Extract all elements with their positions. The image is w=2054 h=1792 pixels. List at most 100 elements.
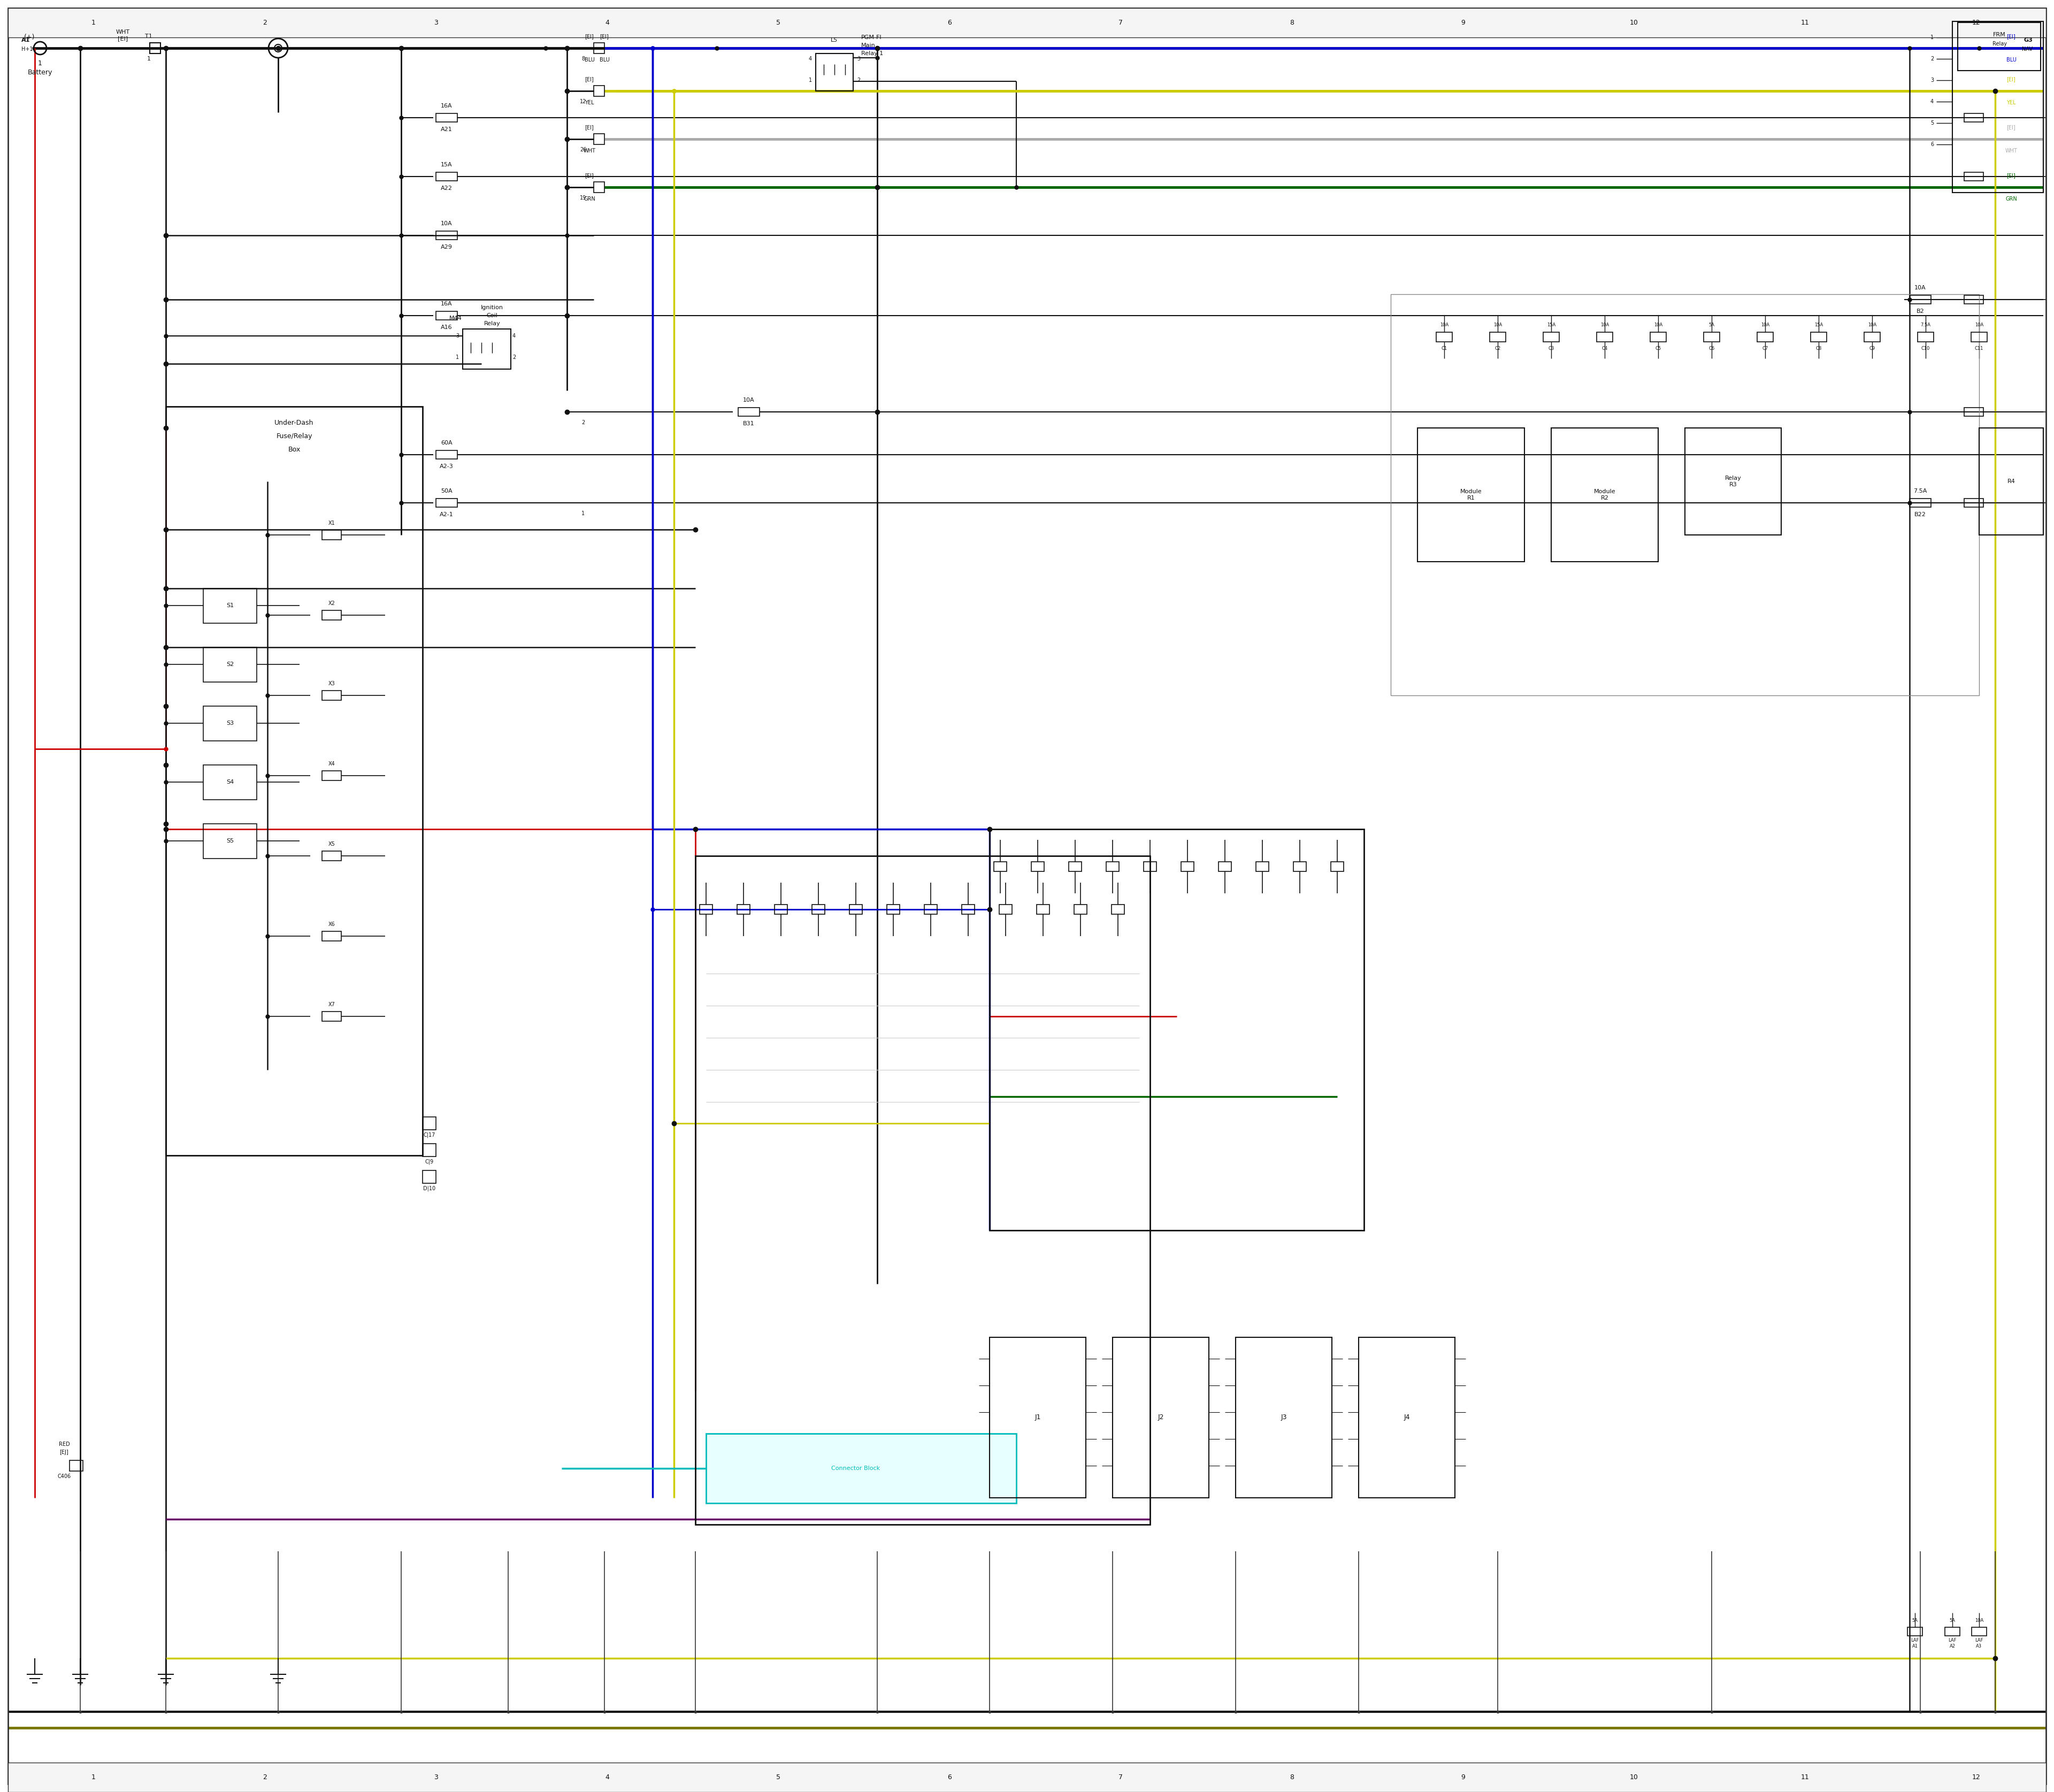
Bar: [1113, 1337, 1210, 1498]
Text: X1: X1: [329, 520, 335, 525]
Text: [EI]: [EI]: [585, 34, 594, 39]
Text: 2: 2: [857, 77, 861, 82]
Text: J4: J4: [1403, 1414, 1409, 1421]
Bar: [990, 1337, 1087, 1498]
Bar: [1068, 862, 1082, 871]
Bar: [887, 905, 900, 914]
Bar: [166, 407, 423, 1156]
Bar: [203, 588, 257, 624]
Bar: [423, 1143, 435, 1156]
Bar: [924, 905, 937, 914]
Text: C2: C2: [1495, 346, 1501, 351]
Bar: [435, 498, 458, 507]
Text: 6: 6: [1931, 142, 1933, 147]
Text: R4: R4: [2007, 478, 2015, 484]
Bar: [1908, 1627, 1923, 1636]
Text: 1: 1: [92, 20, 97, 25]
Text: A22: A22: [442, 186, 452, 192]
Text: LAF
A2: LAF A2: [1949, 1638, 1957, 1649]
Bar: [1964, 407, 1984, 416]
Bar: [998, 905, 1013, 914]
Bar: [1964, 172, 1984, 181]
Text: [EI]: [EI]: [585, 125, 594, 131]
Text: 3: 3: [857, 56, 861, 61]
Bar: [1957, 23, 2040, 70]
Text: 10: 10: [1631, 1774, 1639, 1781]
Bar: [990, 830, 1364, 1231]
Bar: [203, 706, 257, 740]
Text: 8: 8: [581, 56, 585, 61]
Text: WHT: WHT: [583, 149, 596, 154]
Text: YEL: YEL: [585, 100, 594, 106]
Text: [EI]: [EI]: [585, 172, 594, 177]
Text: 12: 12: [579, 99, 585, 104]
Bar: [1031, 862, 1043, 871]
Text: B22: B22: [1914, 513, 1927, 518]
Text: Relay 1: Relay 1: [861, 50, 883, 56]
Text: 11: 11: [1801, 20, 1810, 25]
Text: X5: X5: [329, 842, 335, 848]
Text: 10A: 10A: [1493, 323, 1501, 328]
Text: NAV: NAV: [2021, 47, 2033, 52]
Text: 10A: 10A: [1653, 323, 1662, 328]
Text: LAF
A3: LAF A3: [1976, 1638, 1984, 1649]
Text: 10: 10: [1631, 20, 1639, 25]
Text: 3: 3: [456, 333, 458, 339]
Text: C406: C406: [58, 1473, 72, 1478]
Bar: [1812, 332, 1826, 342]
Text: G3: G3: [2023, 38, 2033, 43]
Text: Relay
R3: Relay R3: [1725, 475, 1742, 487]
Text: 3: 3: [1931, 77, 1933, 82]
Bar: [1331, 862, 1343, 871]
Text: 6: 6: [947, 20, 951, 25]
Text: Module
R2: Module R2: [1594, 489, 1616, 500]
Text: 1: 1: [1931, 34, 1933, 39]
Text: A2-1: A2-1: [440, 513, 454, 518]
Bar: [1255, 862, 1269, 871]
Text: [EI]: [EI]: [600, 34, 608, 39]
Text: Ignition: Ignition: [481, 305, 503, 310]
Bar: [1294, 862, 1306, 871]
Bar: [1972, 1627, 1986, 1636]
Text: 4: 4: [606, 1774, 610, 1781]
Text: 4: 4: [511, 333, 516, 339]
Text: A2-3: A2-3: [440, 464, 454, 470]
Text: Coil: Coil: [487, 314, 497, 319]
Text: GRN: GRN: [583, 197, 596, 202]
Bar: [322, 1011, 341, 1021]
Bar: [700, 905, 713, 914]
Text: 7.5A: 7.5A: [1920, 323, 1931, 328]
Bar: [811, 905, 826, 914]
Text: B31: B31: [744, 421, 754, 426]
Text: D|10: D|10: [423, 1186, 435, 1192]
Text: 1: 1: [146, 56, 150, 61]
Text: X6: X6: [329, 921, 335, 926]
Bar: [1649, 332, 1666, 342]
Text: C11: C11: [1974, 346, 1984, 351]
Bar: [850, 905, 863, 914]
Text: 5A: 5A: [1949, 1618, 1955, 1624]
Bar: [8, 7, 2046, 38]
Text: C8: C8: [1816, 346, 1822, 351]
Text: 7: 7: [1119, 20, 1124, 25]
Text: YEL: YEL: [2007, 100, 2015, 106]
Bar: [1910, 498, 1931, 507]
Text: S4: S4: [226, 780, 234, 785]
Text: C6: C6: [1709, 346, 1715, 351]
Text: X4: X4: [329, 762, 335, 767]
Bar: [1910, 296, 1931, 305]
Text: A21: A21: [442, 127, 452, 133]
Text: 3: 3: [433, 1774, 438, 1781]
Text: 10A: 10A: [1867, 323, 1877, 328]
Text: [EI]: [EI]: [2007, 34, 2015, 39]
Text: C3: C3: [1549, 346, 1555, 351]
Bar: [8, 1763, 2046, 1792]
Text: X2: X2: [329, 600, 335, 606]
Bar: [1181, 862, 1193, 871]
Text: 2: 2: [581, 419, 585, 425]
Bar: [322, 611, 341, 620]
Text: BLU: BLU: [585, 57, 594, 63]
Text: J1: J1: [1035, 1414, 1041, 1421]
Bar: [594, 134, 604, 145]
Text: C|17: C|17: [423, 1133, 435, 1138]
